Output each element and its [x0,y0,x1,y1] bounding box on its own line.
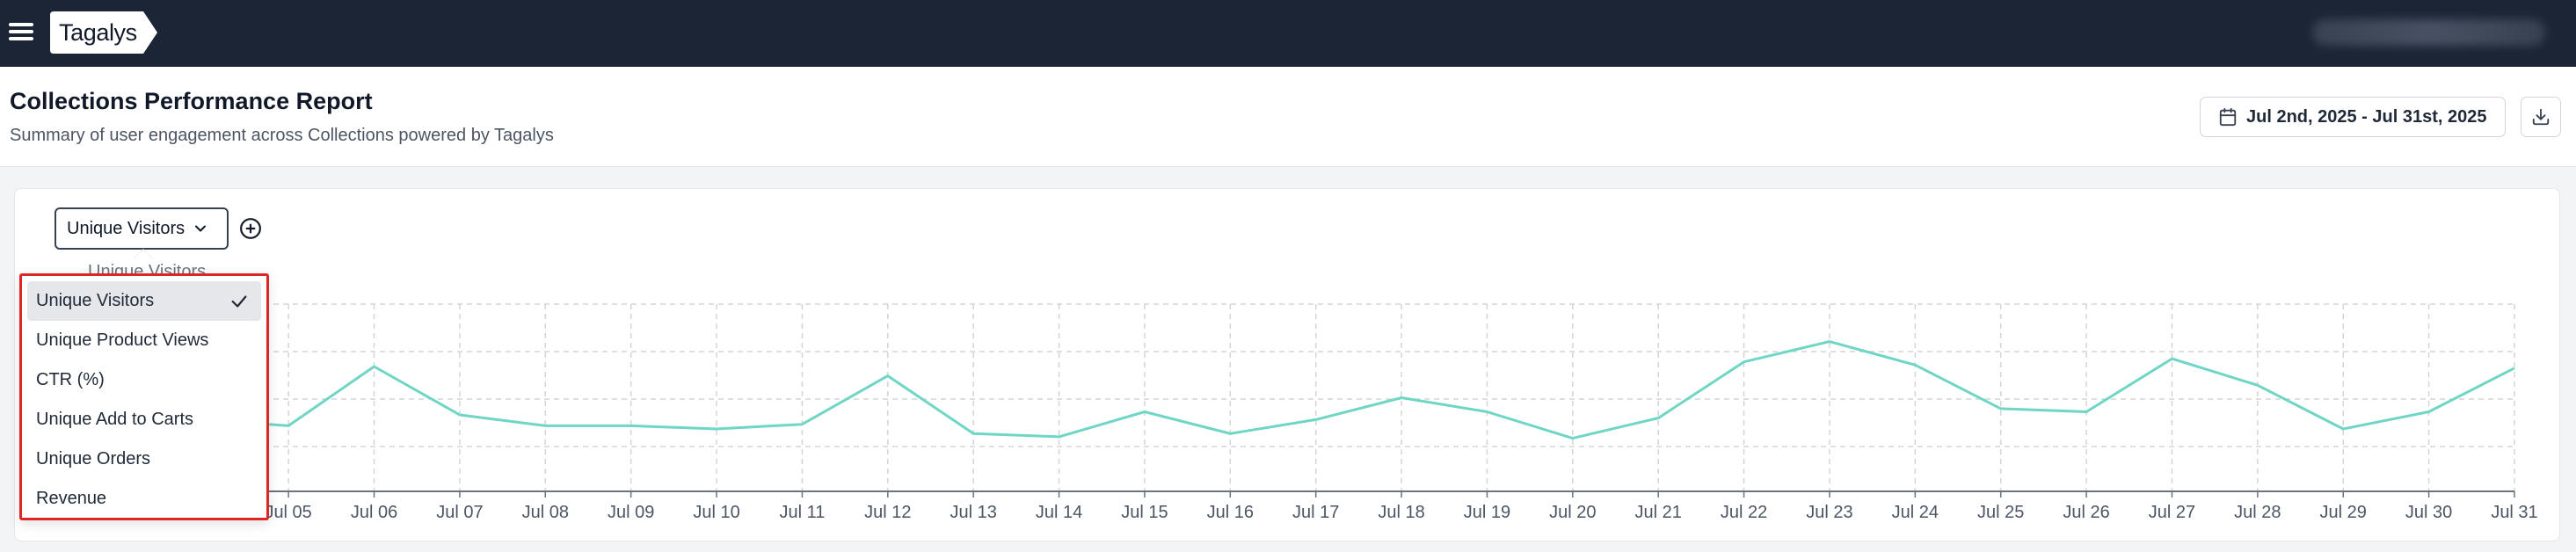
series-line-unique-visitors[interactable] [31,340,2515,440]
option-label: Unique Product Views [36,330,209,350]
data-point[interactable] [1655,416,1661,421]
x-tick-label: Jul 06 [351,503,397,522]
option-label: Unique Add to Carts [36,410,193,429]
data-point[interactable] [1912,362,1917,367]
data-point[interactable] [2255,382,2260,388]
data-point[interactable] [2340,426,2346,432]
report-header: Collections Performance Report Summary o… [0,67,2576,167]
x-tick-label: Jul 15 [1121,503,1168,522]
calendar-icon [2219,107,2237,127]
data-point[interactable] [457,412,462,418]
logo-tag-shape [50,11,157,54]
data-point[interactable] [1484,409,1489,414]
data-point[interactable] [1827,339,1832,345]
add-metric-button[interactable] [239,217,262,240]
metric-select-label: Unique Visitors [67,218,186,238]
x-tick-label: Jul 11 [779,503,825,522]
x-tick-label: Jul 05 [265,503,311,522]
data-point[interactable] [1742,360,1747,365]
x-tick-label: Jul 16 [1207,503,1254,522]
x-tick-label: Jul 25 [1977,503,2024,522]
date-range-picker[interactable]: Jul 2nd, 2025 - Jul 31st, 2025 [2200,97,2506,137]
download-button[interactable] [2521,97,2561,137]
x-tick-label: Jul 12 [864,503,911,522]
x-tick-label: Jul 29 [2320,503,2367,522]
x-tick-label: Jul 23 [1806,503,1852,522]
data-point[interactable] [2427,409,2432,414]
data-point[interactable] [1057,434,1062,439]
x-tick-label: Jul 20 [1549,503,1596,522]
page-subtitle: Summary of user engagement across Collec… [10,126,554,145]
dropdown-option-revenue[interactable]: Revenue [27,479,261,519]
tagalys-logo[interactable]: Tagalys [50,11,157,54]
check-icon [231,295,247,308]
option-label: Revenue [36,489,107,508]
x-tick-label: Jul 09 [608,503,654,522]
chevron-down-icon [195,225,207,232]
metric-select[interactable]: Unique Visitors [55,207,229,250]
data-point[interactable] [799,422,804,427]
data-point[interactable] [2169,356,2174,361]
top-navbar: Tagalys [0,0,2576,67]
metric-dropdown-menu: Unique Visitors Unique Product Views CTR… [19,273,269,520]
chart-card [14,188,2560,541]
x-tick-label: Jul 27 [2149,503,2195,522]
data-point[interactable] [971,431,976,436]
x-tick-label: Jul 08 [522,503,569,522]
data-point[interactable] [1142,409,1147,414]
menu-icon[interactable] [9,21,33,42]
data-point[interactable] [1227,431,1233,436]
logo-text: Tagalys [59,19,137,46]
x-tick-label: Jul 10 [693,503,739,522]
option-label: Unique Orders [36,449,151,468]
data-point[interactable] [629,423,634,428]
x-tick-label: Jul 13 [950,503,996,522]
data-point[interactable] [286,423,291,428]
dropdown-caret [133,250,154,260]
data-point[interactable] [714,426,719,432]
data-point[interactable] [2084,409,2089,414]
x-tick-label: Jul 14 [1036,503,1082,522]
x-tick-label: Jul 31 [2491,503,2537,522]
plus-circle-icon [240,218,261,239]
data-point[interactable] [1399,396,1404,401]
user-account-menu[interactable] [2312,19,2545,46]
date-range-label: Jul 2nd, 2025 - Jul 31st, 2025 [2246,106,2487,127]
dropdown-option-unique-visitors[interactable]: Unique Visitors [27,281,261,321]
x-tick-label: Jul 21 [1635,503,1682,522]
x-tick-label: Jul 30 [2405,503,2452,522]
x-tick-label: Jul 19 [1464,503,1510,522]
option-label: Unique Visitors [36,291,155,310]
x-tick-label: Jul 24 [1892,503,1939,522]
data-point[interactable] [542,423,548,428]
data-point[interactable] [1570,436,1575,441]
data-point[interactable] [1313,417,1319,422]
data-point[interactable] [885,374,891,379]
x-tick-label: Jul 28 [2234,503,2281,522]
x-tick-label: Jul 17 [1292,503,1339,522]
x-tick-label: Jul 26 [2063,503,2109,522]
dropdown-option-unique-add-to-carts[interactable]: Unique Add to Carts [27,400,261,439]
dropdown-option-unique-product-views[interactable]: Unique Product Views [27,321,261,360]
data-point[interactable] [372,364,377,369]
x-tick-label: Jul 22 [1721,503,1767,522]
x-tick-label: Jul 07 [436,503,483,522]
data-point[interactable] [2512,366,2517,371]
x-tick-label: Jul 18 [1378,503,1424,522]
data-point[interactable] [1998,406,2004,411]
dropdown-option-unique-orders[interactable]: Unique Orders [27,439,261,479]
page-title: Collections Performance Report [10,88,373,114]
option-label: CTR (%) [36,370,105,389]
download-icon [2532,108,2550,126]
dropdown-option-ctr[interactable]: CTR (%) [27,360,261,400]
